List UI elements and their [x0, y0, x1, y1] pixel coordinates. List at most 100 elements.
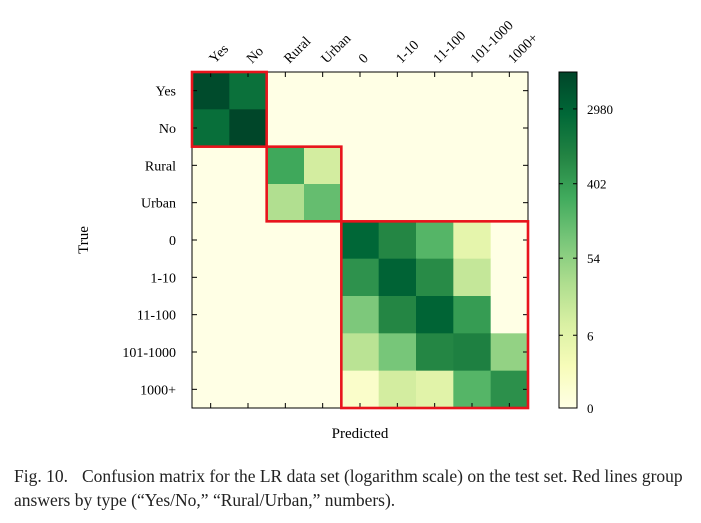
heatmap-cell: [341, 333, 380, 372]
heatmap-cell: [490, 184, 529, 222]
heatmap-cell: [341, 146, 380, 185]
heatmap-cell: [453, 109, 492, 148]
heatmap-cell: [266, 258, 305, 297]
colorbar-tick-label: 0: [587, 401, 594, 416]
heatmap-cell: [266, 221, 305, 260]
heatmap-cell: [490, 333, 529, 372]
heatmap-cell: [378, 146, 417, 185]
figure-caption: Fig. 10. Confusion matrix for the LR data…: [14, 464, 694, 512]
heatmap-cell: [378, 72, 417, 110]
y-tick-label: 11-100: [137, 309, 176, 324]
heatmap-cell: [304, 258, 342, 297]
heatmap-cell: [416, 370, 454, 409]
colorbar-tick-label: 6: [587, 328, 594, 343]
heatmap-cell: [229, 184, 268, 222]
heatmap-cell: [341, 109, 380, 148]
y-tick-label: 1000+: [140, 383, 176, 398]
colorbar-tick-label: 2980: [587, 102, 613, 117]
heatmap-cell: [341, 370, 380, 409]
heatmap-cell: [453, 296, 492, 334]
heatmap-cell: [304, 72, 342, 110]
x-tick-label: 11-100: [431, 29, 469, 67]
heatmap-cell: [490, 146, 529, 185]
colorbar: 0 6 54 402 2980: [558, 71, 613, 416]
x-tick-label: Yes: [207, 42, 232, 67]
heatmap-cell: [416, 146, 454, 185]
heatmap-cell: [453, 221, 492, 260]
heatmap-cell: [490, 370, 529, 409]
colorbar-ticks: 0 6 54 402 2980: [559, 102, 613, 416]
heatmap-cell: [453, 333, 492, 372]
heatmap-cell: [192, 221, 230, 260]
group-box: [190, 70, 268, 148]
x-tick-label: 1000+: [506, 31, 542, 67]
y-tick-label: 0: [169, 234, 176, 249]
heatmap-cell: [266, 72, 305, 110]
heatmap-cell: [266, 109, 305, 148]
group-boxes: [190, 70, 530, 410]
x-tick-label: Urban: [319, 31, 354, 66]
heatmap-cell: [266, 333, 305, 372]
x-tick-label: 0: [356, 51, 372, 67]
caption-label: Fig. 10.: [14, 466, 68, 486]
colorbar-tick-label: 402: [587, 177, 607, 192]
heatmap-cell: [192, 72, 230, 110]
heatmap-cell: [416, 109, 454, 148]
heatmap-cell: [304, 109, 342, 148]
heatmap-cell: [266, 370, 305, 409]
heatmap-cell: [490, 221, 529, 260]
heatmap-cell: [341, 296, 380, 334]
heatmap-cell: [341, 221, 380, 260]
heatmap-cell: [266, 146, 305, 185]
heatmap-cell: [229, 333, 268, 372]
x-tick-label: Rural: [282, 34, 315, 67]
heatmap-cell: [229, 72, 268, 110]
heatmap-cell: [192, 258, 230, 297]
heatmap-cell: [416, 296, 454, 334]
x-axis-label: Predicted: [332, 426, 389, 442]
heatmap-cell: [192, 296, 230, 334]
heatmap-cell: [229, 146, 268, 185]
heatmap-cell: [378, 258, 417, 297]
heatmap-cell: [453, 258, 492, 297]
heatmap-cell: [378, 109, 417, 148]
heatmap-cell: [378, 184, 417, 222]
heatmap-cell: [192, 370, 230, 409]
heatmap-cell: [453, 184, 492, 222]
heatmap-cell: [453, 370, 492, 409]
heatmap-cell: [304, 370, 342, 409]
heatmap-cell: [229, 221, 268, 260]
heatmap-cell: [416, 184, 454, 222]
heatmap-cell: [304, 221, 342, 260]
y-tick-label: 1-10: [150, 271, 176, 286]
heatmap-cell: [416, 258, 454, 297]
heatmap-cell: [341, 72, 380, 110]
heatmap-cell: [304, 296, 342, 334]
heatmap-cell: [192, 184, 230, 222]
y-tick-label: 101-1000: [122, 346, 176, 361]
y-tick-labels: Yes No Rural Urban 0 1-10 11-100 101-1000 1000+: [122, 85, 176, 399]
heatmap-cell: [266, 296, 305, 334]
colorbar-scale: [558, 71, 578, 409]
y-tick-label: Rural: [145, 159, 176, 174]
y-tick-label: Yes: [156, 85, 176, 100]
heatmap-cell: [304, 146, 342, 185]
heatmap-cell: [378, 296, 417, 334]
y-tick-label: No: [159, 122, 176, 137]
x-tick-label: 1-10: [394, 38, 423, 67]
heatmap-cell: [192, 333, 230, 372]
heatmap-cell: [416, 333, 454, 372]
heatmap-cells: [192, 72, 529, 409]
heatmap-cell: [229, 296, 268, 334]
heatmap-cell: [490, 296, 529, 334]
heatmap-cell: [416, 221, 454, 260]
heatmap-cell: [341, 258, 380, 297]
heatmap-cell: [192, 146, 230, 185]
heatmap-cell: [453, 146, 492, 185]
group-box: [265, 145, 343, 223]
heatmap-cell: [229, 258, 268, 297]
heatmap-cell: [378, 370, 417, 409]
x-tick-label: No: [244, 44, 267, 67]
